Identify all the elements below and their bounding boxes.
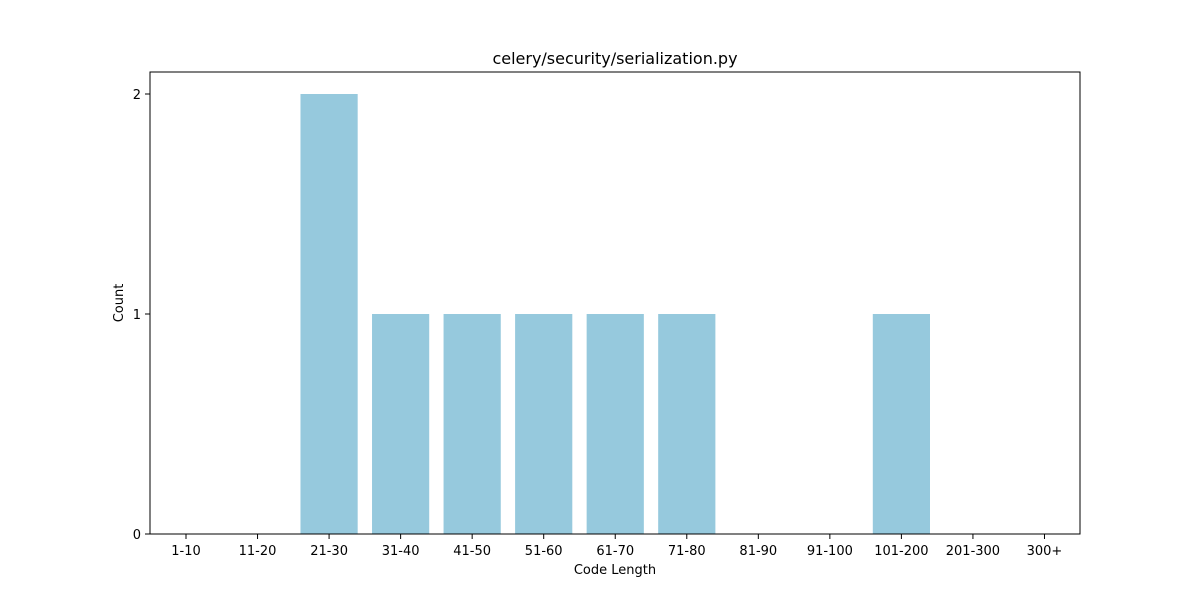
- x-tick-label: 101-200: [874, 544, 928, 559]
- x-tick-label: 31-40: [382, 544, 420, 559]
- x-tick-label: 61-70: [596, 544, 634, 559]
- bar-41-50: [443, 314, 501, 534]
- x-tick-label: 91-100: [807, 544, 853, 559]
- x-tick-label: 300+: [1027, 544, 1063, 559]
- x-axis-label: Code Length: [574, 563, 656, 578]
- x-tick-label: 81-90: [739, 544, 777, 559]
- chart-title: celery/security/serialization.py: [492, 49, 737, 68]
- x-tick-label: 51-60: [525, 544, 563, 559]
- bar-21-30: [300, 94, 358, 534]
- y-tick-label: 0: [133, 528, 141, 543]
- bar-51-60: [515, 314, 573, 534]
- bar-71-80: [658, 314, 716, 534]
- x-tick-label: 41-50: [453, 544, 491, 559]
- bar-101-200: [872, 314, 930, 534]
- bars-group: [300, 94, 930, 534]
- x-tick-label: 71-80: [668, 544, 706, 559]
- y-axis-label: Count: [112, 284, 127, 323]
- x-tick-label: 11-20: [239, 544, 277, 559]
- x-tick-label: 1-10: [171, 544, 201, 559]
- bar-31-40: [372, 314, 430, 534]
- y-axis-ticks: 0 1 2: [133, 88, 150, 543]
- y-tick-label: 2: [133, 88, 141, 103]
- plot-frame: [149, 71, 1081, 535]
- bar-61-70: [586, 314, 644, 534]
- x-axis-ticks: 1-10 11-20 21-30 31-40 41-50 51-60 61-70 71-80 8…: [171, 534, 1062, 559]
- y-tick-label: 1: [133, 308, 141, 323]
- x-tick-label: 201-300: [946, 544, 1000, 559]
- x-tick-label: 21-30: [310, 544, 348, 559]
